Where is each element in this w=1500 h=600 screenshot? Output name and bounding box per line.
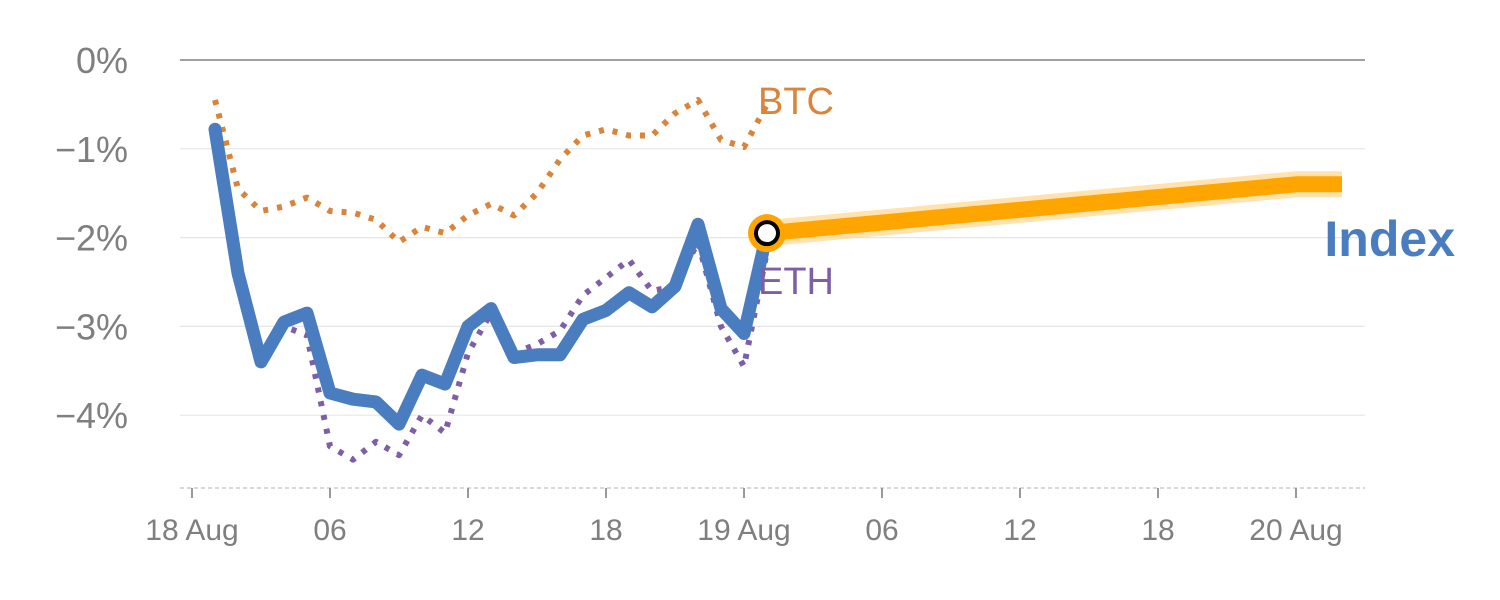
y-tick-label: 0% [76,40,128,81]
projection-line [766,176,1342,242]
series-layer [208,97,774,463]
y-tick-label: −1% [55,129,128,170]
btc-series-label: BTC [758,81,834,123]
x-tick-label: 12 [451,514,484,547]
x-tick-label: 06 [313,514,346,547]
x-tick-label: 19 Aug [697,514,790,547]
x-tick-label: 18 [589,514,622,547]
eth-series-line [212,135,770,463]
x-tick-label: 18 [1141,514,1174,547]
label-layer: BTC ETH Index [758,81,1455,303]
x-tick-label: 12 [1003,514,1036,547]
x-tick-label: 18 Aug [145,514,238,547]
y-tick-label: −2% [55,218,128,259]
current-marker [754,220,780,247]
y-tick-label: −4% [55,395,128,436]
y-tick-label: −3% [55,306,128,347]
index-series-label: Index [1324,211,1455,267]
x-tick-label: 20 Aug [1249,514,1342,547]
axis-layer: 0% −1% −2% −3% −4% 18 Aug 06 12 18 19 Aug 06 12 18 20… [55,40,1365,547]
index-series-line [208,122,774,431]
btc-series-line [212,97,770,245]
x-tick-label: 06 [865,514,898,547]
eth-series-label: ETH [758,261,834,303]
projection-layer [748,171,1342,253]
